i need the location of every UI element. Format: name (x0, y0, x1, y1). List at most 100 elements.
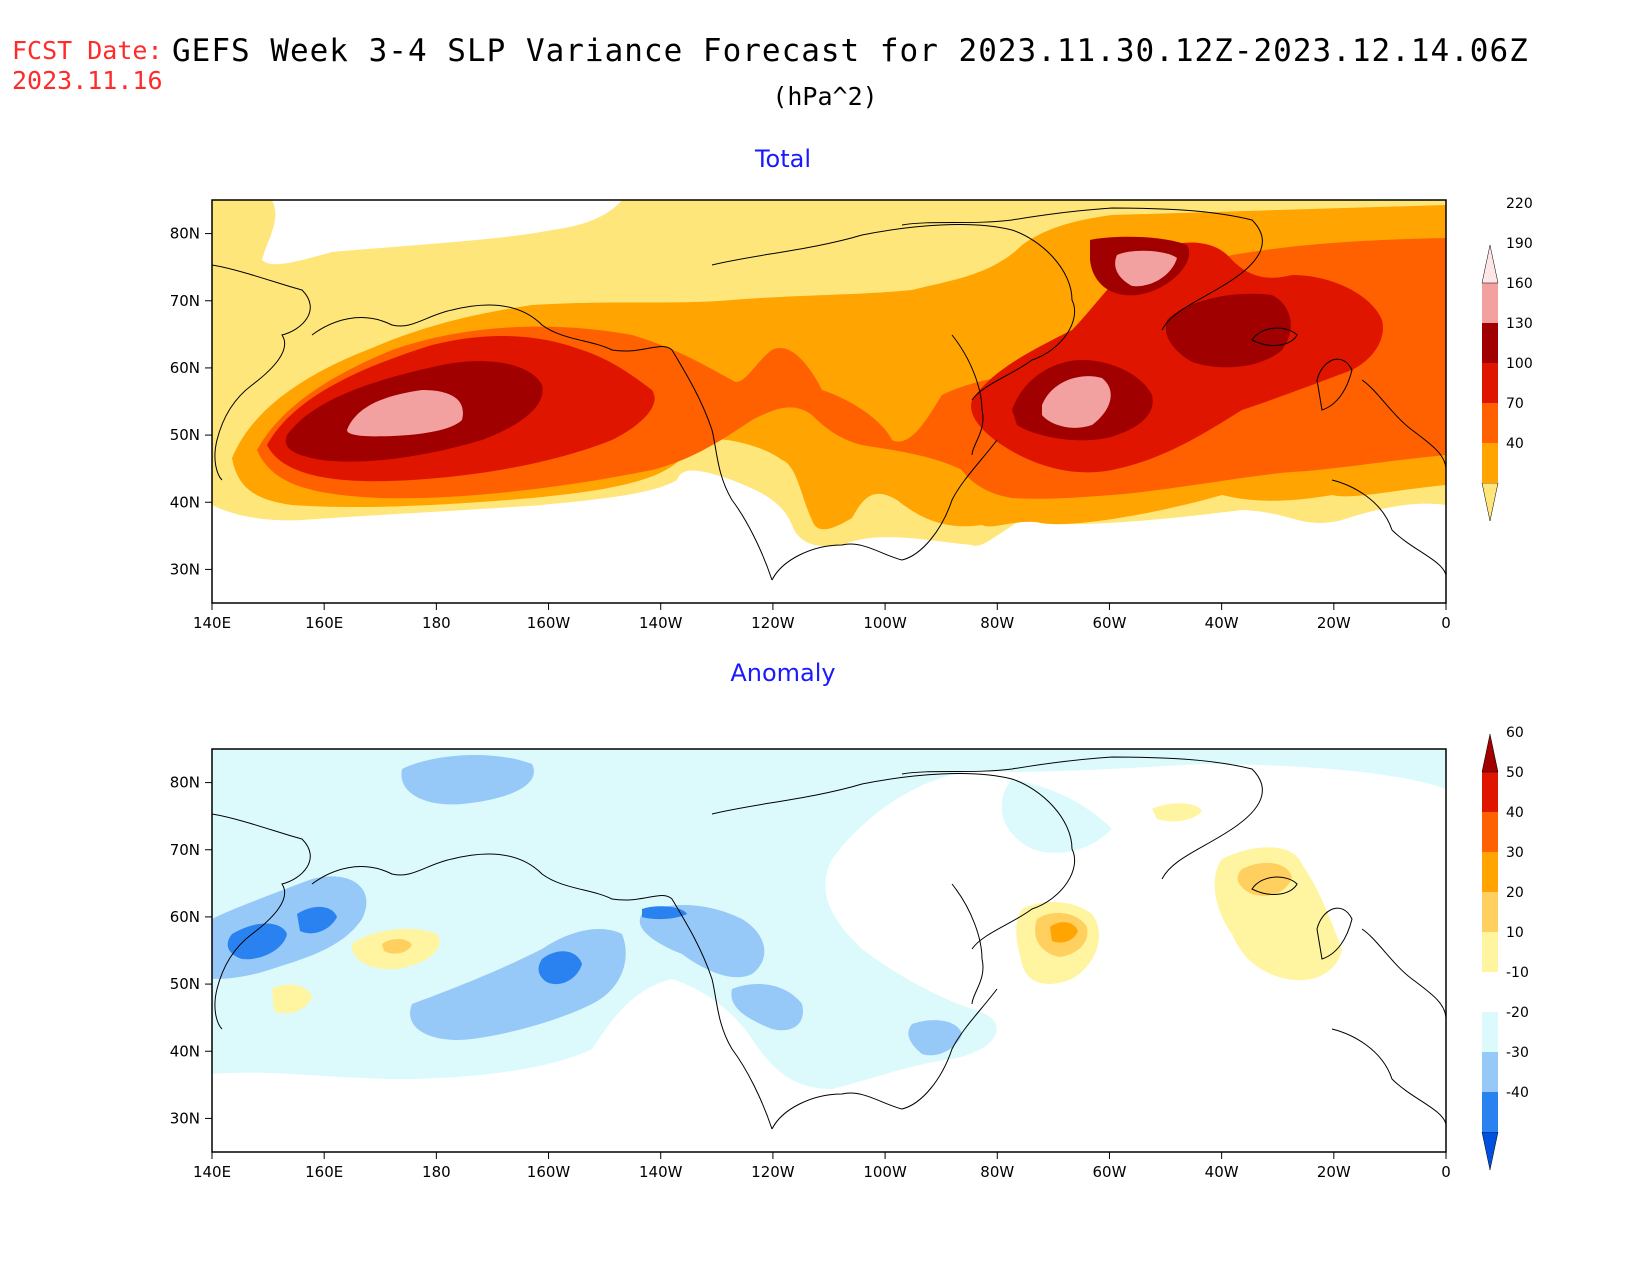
y-tick-label: 70N (170, 841, 200, 859)
x-tick-label: 120W (751, 614, 795, 632)
colorbar-band (1482, 1012, 1498, 1052)
x-tick-label: 140W (639, 1163, 683, 1181)
colorbar-label: -10 (1506, 965, 1529, 981)
colorbar-end-low (1481, 1131, 1499, 1171)
anomaly-contour-neg20-us (731, 984, 803, 1031)
total-contour-190-grl (1115, 250, 1177, 287)
x-tick-label: 180 (422, 614, 451, 632)
anomaly-contour-neg30-kam (227, 923, 287, 960)
x-tick-label: 160W (527, 614, 571, 632)
forecast-date-block: FCST Date: 2023.11.16 (12, 36, 163, 96)
colorbar-end-low (1481, 482, 1499, 522)
colorbar-label: -20 (1506, 1005, 1529, 1021)
forecast-date-label: FCST Date: (12, 36, 163, 65)
x-tick-label: 60W (1092, 614, 1126, 632)
x-tick-label: 60W (1092, 1163, 1126, 1181)
coastlines-total (212, 207, 1446, 581)
x-tick-label: 100W (863, 614, 907, 632)
coastlines-anomaly (212, 756, 1446, 1130)
anomaly-contour-pos20-dl (382, 938, 412, 954)
x-tick-label: 0 (1441, 1163, 1451, 1181)
total-contour-190-pac (347, 390, 463, 437)
units-label: (hPa^2) (772, 82, 878, 111)
colorbar-band (1482, 772, 1498, 812)
map-total: 140E 160E 180 160W 140W 120W 100W 80W 60W 40W 20W 0… (170, 199, 1451, 632)
x-tick-label: 160E (305, 614, 343, 632)
y-tick-label: 30N (170, 1109, 200, 1127)
y-tick-label: 60N (170, 908, 200, 926)
x-tick-label: 120W (751, 1163, 795, 1181)
colorbar-label: 160 (1506, 276, 1533, 292)
page-title: GEFS Week 3-4 SLP Variance Forecast for … (172, 33, 1529, 69)
x-tick-label: 140E (193, 614, 231, 632)
total-frame (211, 199, 1447, 604)
colorbar-label: 10 (1506, 925, 1524, 941)
x-tick-label: 160W (527, 1163, 571, 1181)
x-tick-label: 160E (305, 1163, 343, 1181)
colorbar-total: 40 70 100 130 160 190 220 (1481, 196, 1533, 522)
total-fill-layer (212, 200, 1446, 603)
x-tick-label: 180 (422, 1163, 451, 1181)
y-tick-label: 70N (170, 292, 200, 310)
y-tick-label: 30N (170, 560, 200, 578)
colorbar-band (1482, 972, 1498, 1012)
anomaly-frame (211, 748, 1447, 1153)
anomaly-contour-neg20-bc (639, 904, 765, 978)
colorbar-band (1482, 323, 1498, 363)
colorbar-band (1482, 932, 1498, 972)
x-tick-label: 20W (1317, 614, 1351, 632)
colorbar-band (1482, 363, 1498, 403)
y-tick-label: 40N (170, 1042, 200, 1060)
colorbar-band (1482, 283, 1498, 323)
colorbar-band (1482, 443, 1498, 483)
anomaly-contour-pos10-grl (1152, 803, 1202, 822)
colorbar-label: 30 (1506, 845, 1524, 861)
colorbar-band (1482, 812, 1498, 852)
map-anomaly: 140E 160E 180 160W 140W 120W 100W 80W 60W 40W 20W 0… (170, 748, 1451, 1181)
x-tick-label: 40W (1205, 614, 1239, 632)
colorbar-anomaly: -40 -30 -20 -10 10 20 30 40 50 60 (1481, 725, 1529, 1171)
x-tick-label: 140W (639, 614, 683, 632)
x-tick-label: 20W (1317, 1163, 1351, 1181)
forecast-date-value: 2023.11.16 (12, 66, 163, 95)
y-tick-label: 50N (170, 975, 200, 993)
colorbar-band (1482, 892, 1498, 932)
y-tick-label: 50N (170, 426, 200, 444)
colorbar-label: 130 (1506, 316, 1533, 332)
colorbar-end-high (1481, 244, 1499, 284)
total-axes: 140E 160E 180 160W 140W 120W 100W 80W 60W 40W 20W 0… (170, 225, 1451, 632)
total-contour-190-lab (1042, 376, 1111, 428)
anomaly-contour-neg30-goa (538, 951, 582, 985)
anomaly-contour-pos10-sw (272, 984, 312, 1014)
colorbar-label: 40 (1506, 805, 1524, 821)
y-tick-label: 60N (170, 359, 200, 377)
anomaly-axes: 140E 160E 180 160W 140W 120W 100W 80W 60W 40W 20W 0… (170, 774, 1451, 1181)
x-tick-label: 40W (1205, 1163, 1239, 1181)
x-tick-label: 80W (980, 1163, 1014, 1181)
colorbar-label: 20 (1506, 885, 1524, 901)
x-tick-label: 0 (1441, 614, 1451, 632)
total-contour-160-ice (1165, 293, 1291, 368)
anomaly-fill-layer (212, 749, 1446, 1152)
colorbar-label: 190 (1506, 236, 1533, 252)
colorbar-label: 50 (1506, 765, 1524, 781)
colorbar-band (1482, 1052, 1498, 1092)
anomaly-contour-pos30-lab (1050, 922, 1078, 943)
anomaly-contour-neg30-kam2 (297, 906, 337, 934)
colorbar-band (1482, 852, 1498, 892)
panel-title-anomaly: Anomaly (730, 659, 836, 687)
anomaly-contour-neg20-gl (908, 1020, 962, 1056)
panel-title-total: Total (754, 145, 812, 173)
y-tick-label: 40N (170, 493, 200, 511)
anomaly-contour-neg30-bc (642, 906, 687, 920)
colorbar-label: -30 (1506, 1045, 1529, 1061)
anomaly-contour-neg10-b (1001, 779, 1112, 853)
y-tick-label: 80N (170, 225, 200, 243)
anomaly-contour-neg20-nw (401, 754, 534, 805)
colorbar-band (1482, 1092, 1498, 1132)
colorbar-label: 60 (1506, 725, 1524, 741)
y-tick-label: 80N (170, 774, 200, 792)
x-tick-label: 140E (193, 1163, 231, 1181)
colorbar-band (1482, 403, 1498, 443)
